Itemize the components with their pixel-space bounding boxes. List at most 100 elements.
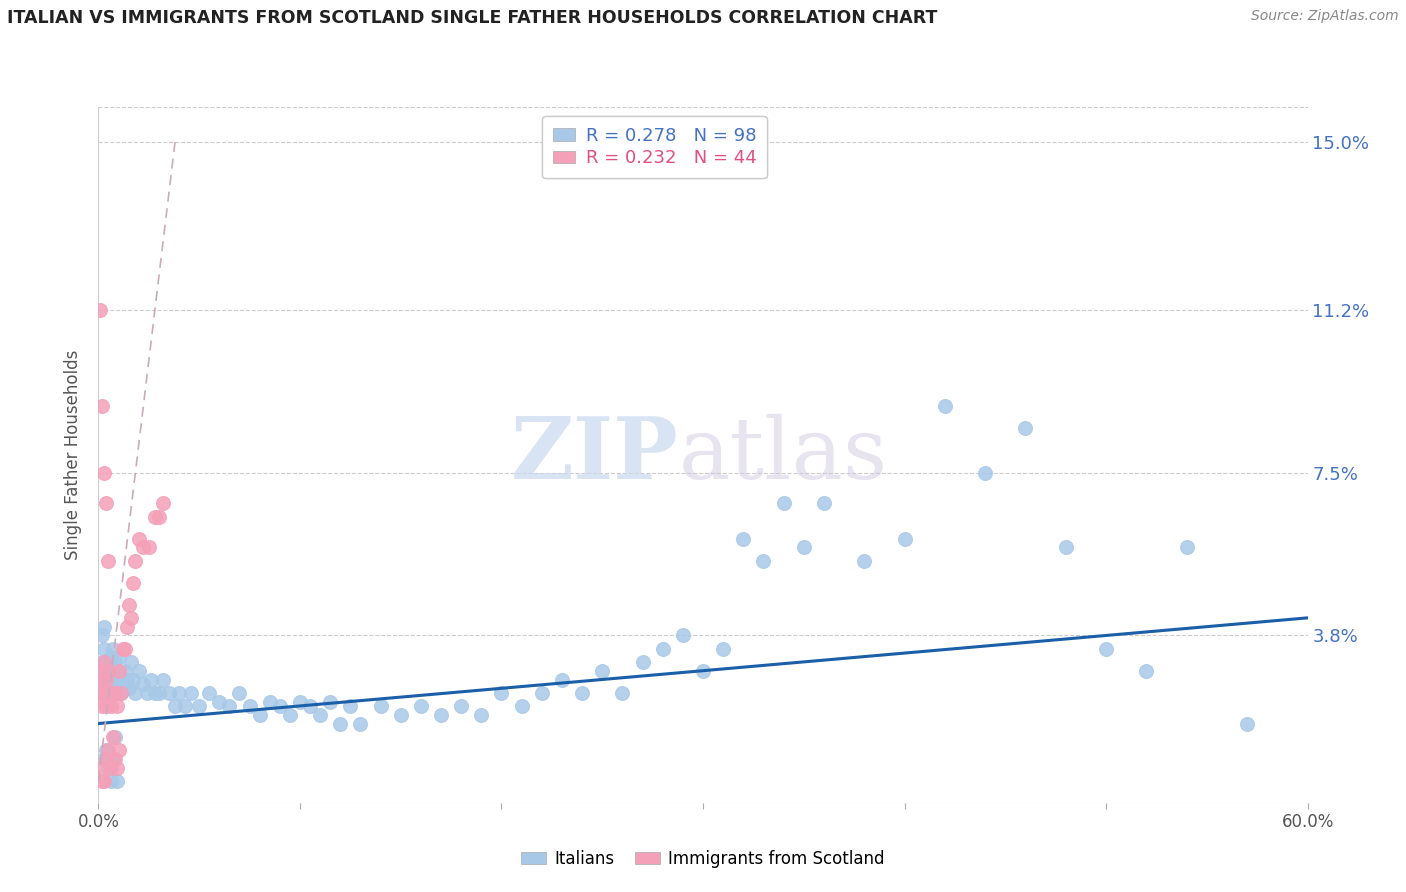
Point — [752, 553, 775, 567]
Point — [339, 698, 361, 713]
Point — [89, 664, 111, 678]
Point — [111, 677, 134, 691]
Legend: R = 0.278   N = 98, R = 0.232   N = 44: R = 0.278 N = 98, R = 0.232 N = 44 — [543, 116, 768, 178]
Point — [100, 673, 122, 687]
Point — [1095, 641, 1118, 656]
Point — [111, 641, 134, 656]
Point — [132, 677, 155, 691]
Point — [103, 730, 125, 744]
Point — [96, 655, 118, 669]
Point — [103, 752, 125, 766]
Point — [101, 641, 124, 656]
Point — [120, 655, 142, 669]
Point — [530, 686, 553, 700]
Point — [121, 575, 143, 590]
Text: ZIP: ZIP — [510, 413, 679, 497]
Point — [115, 673, 138, 687]
Point — [93, 686, 115, 700]
Point — [167, 686, 190, 700]
Point — [96, 698, 118, 713]
Point — [91, 673, 114, 687]
Point — [96, 752, 118, 766]
Point — [239, 698, 262, 713]
Point — [249, 707, 271, 722]
Point — [612, 686, 634, 700]
Point — [143, 686, 166, 700]
Point — [128, 664, 150, 678]
Point — [107, 743, 129, 757]
Point — [135, 686, 157, 700]
Point — [114, 641, 136, 656]
Point — [103, 686, 125, 700]
Point — [349, 716, 371, 731]
Point — [163, 698, 186, 713]
Point — [105, 664, 128, 678]
Point — [1236, 716, 1258, 731]
Point — [672, 628, 695, 642]
Point — [218, 698, 240, 713]
Point — [329, 716, 352, 731]
Point — [107, 664, 129, 678]
Point — [389, 707, 412, 722]
Point — [101, 752, 124, 766]
Point — [93, 752, 115, 766]
Point — [853, 553, 876, 567]
Point — [93, 620, 115, 634]
Point — [1054, 541, 1077, 555]
Point — [692, 664, 714, 678]
Point — [198, 686, 221, 700]
Point — [974, 466, 997, 480]
Point — [148, 509, 170, 524]
Point — [259, 694, 281, 708]
Point — [309, 707, 332, 722]
Point — [101, 664, 124, 678]
Point — [138, 541, 160, 555]
Y-axis label: Single Father Households: Single Father Households — [65, 350, 83, 560]
Point — [97, 664, 120, 678]
Point — [93, 655, 115, 669]
Point — [1135, 664, 1157, 678]
Point — [91, 655, 114, 669]
Point — [103, 655, 125, 669]
Point — [118, 681, 141, 696]
Point — [91, 628, 114, 642]
Point — [934, 400, 956, 414]
Text: atlas: atlas — [679, 413, 889, 497]
Point — [91, 761, 114, 775]
Point — [470, 707, 492, 722]
Point — [105, 698, 128, 713]
Point — [105, 677, 128, 691]
Point — [96, 673, 118, 687]
Point — [128, 532, 150, 546]
Point — [591, 664, 613, 678]
Point — [288, 694, 311, 708]
Text: ITALIAN VS IMMIGRANTS FROM SCOTLAND SINGLE FATHER HOUSEHOLDS CORRELATION CHART: ITALIAN VS IMMIGRANTS FROM SCOTLAND SING… — [7, 9, 938, 27]
Point — [121, 673, 143, 687]
Point — [114, 664, 136, 678]
Point — [120, 611, 142, 625]
Point — [208, 694, 231, 708]
Point — [97, 686, 120, 700]
Point — [631, 655, 654, 669]
Point — [96, 673, 118, 687]
Point — [813, 496, 835, 510]
Point — [370, 698, 392, 713]
Point — [100, 761, 122, 775]
Point — [571, 686, 593, 700]
Point — [188, 698, 211, 713]
Point — [893, 532, 915, 546]
Point — [96, 743, 118, 757]
Point — [1175, 541, 1198, 555]
Point — [93, 641, 115, 656]
Text: Source: ZipAtlas.com: Source: ZipAtlas.com — [1251, 9, 1399, 23]
Point — [96, 496, 118, 510]
Point — [319, 694, 342, 708]
Point — [107, 673, 129, 687]
Point — [97, 761, 120, 775]
Point — [793, 541, 815, 555]
Point — [143, 509, 166, 524]
Point — [269, 698, 291, 713]
Point — [107, 650, 129, 665]
Point — [430, 707, 453, 722]
Point — [772, 496, 794, 510]
